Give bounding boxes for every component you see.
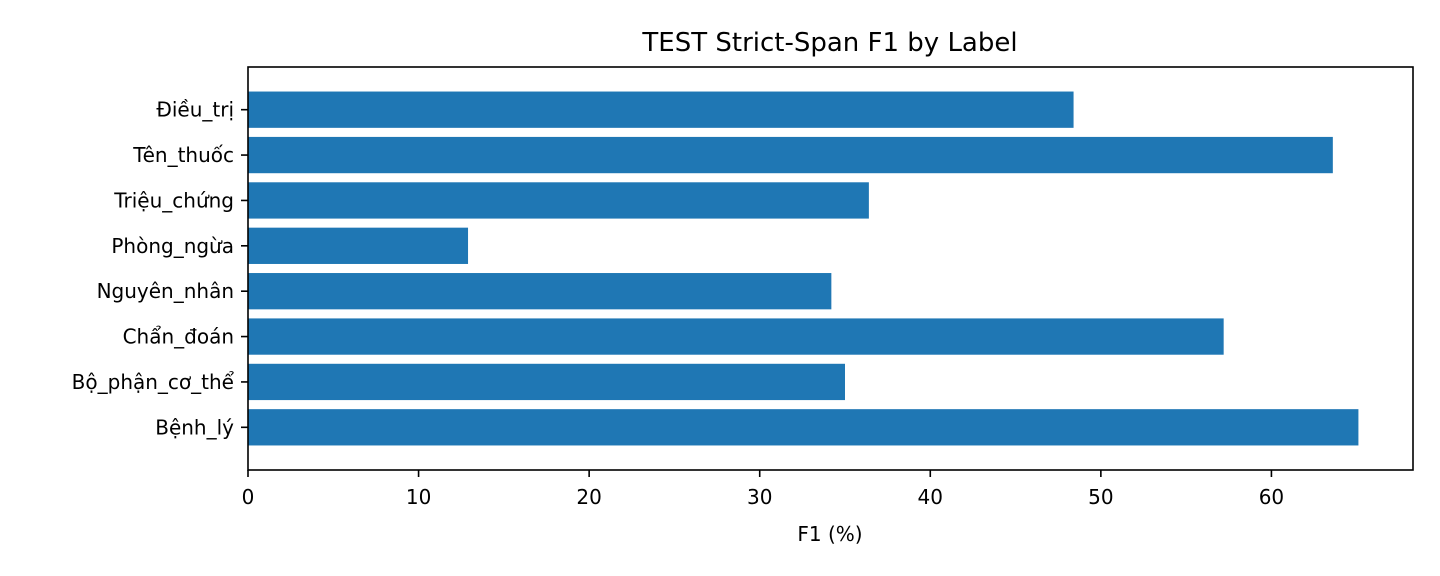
chart-title: TEST Strict-Span F1 by Label: [641, 28, 1017, 58]
y-tick-label: Bộ_phận_cơ_thể: [72, 370, 235, 394]
plot-frame: [247, 66, 1414, 471]
bar-phong-ngua: [248, 227, 469, 264]
x-tick-label: 60: [1259, 485, 1284, 509]
bar-trieu-chung: [248, 182, 869, 219]
y-tick-label: Nguyên_nhân: [97, 279, 234, 303]
y-tick-label: Phòng_ngừa: [111, 234, 234, 258]
x-tick-label: 0: [242, 485, 255, 509]
bar-chan-doan: [248, 318, 1224, 355]
y-tick-label: Chẩn_đoán: [123, 325, 234, 349]
bar-nguyen-nhan: [248, 273, 832, 310]
y-axis-ticks: Bệnh_lý Bộ_phận_cơ_thể Chẩn_đoán Nguyên_nhâ…: [72, 98, 248, 439]
x-axis-label: F1 (%): [797, 522, 862, 546]
x-tick-label: 40: [918, 485, 943, 509]
x-tick-label: 10: [406, 485, 431, 509]
y-tick-label: Bệnh_lý: [155, 415, 234, 439]
y-tick-label: Tên_thuốc: [132, 143, 234, 167]
x-tick-label: 20: [576, 485, 601, 509]
y-tick-label: Triệu_chứng: [113, 188, 234, 212]
x-axis-ticks: 0 10 20 30 40 50 60: [242, 470, 1284, 509]
bar-bo-phan-co-the: [248, 363, 845, 401]
y-tick-label: Điều_trị: [156, 98, 234, 122]
bar-benh-ly: [248, 409, 1359, 446]
bar-ten-thuoc: [248, 136, 1333, 174]
bars-group: [248, 91, 1359, 446]
x-tick-label: 50: [1088, 485, 1113, 509]
x-tick-label: 30: [747, 485, 772, 509]
bar-dieu-tri: [248, 91, 1074, 128]
